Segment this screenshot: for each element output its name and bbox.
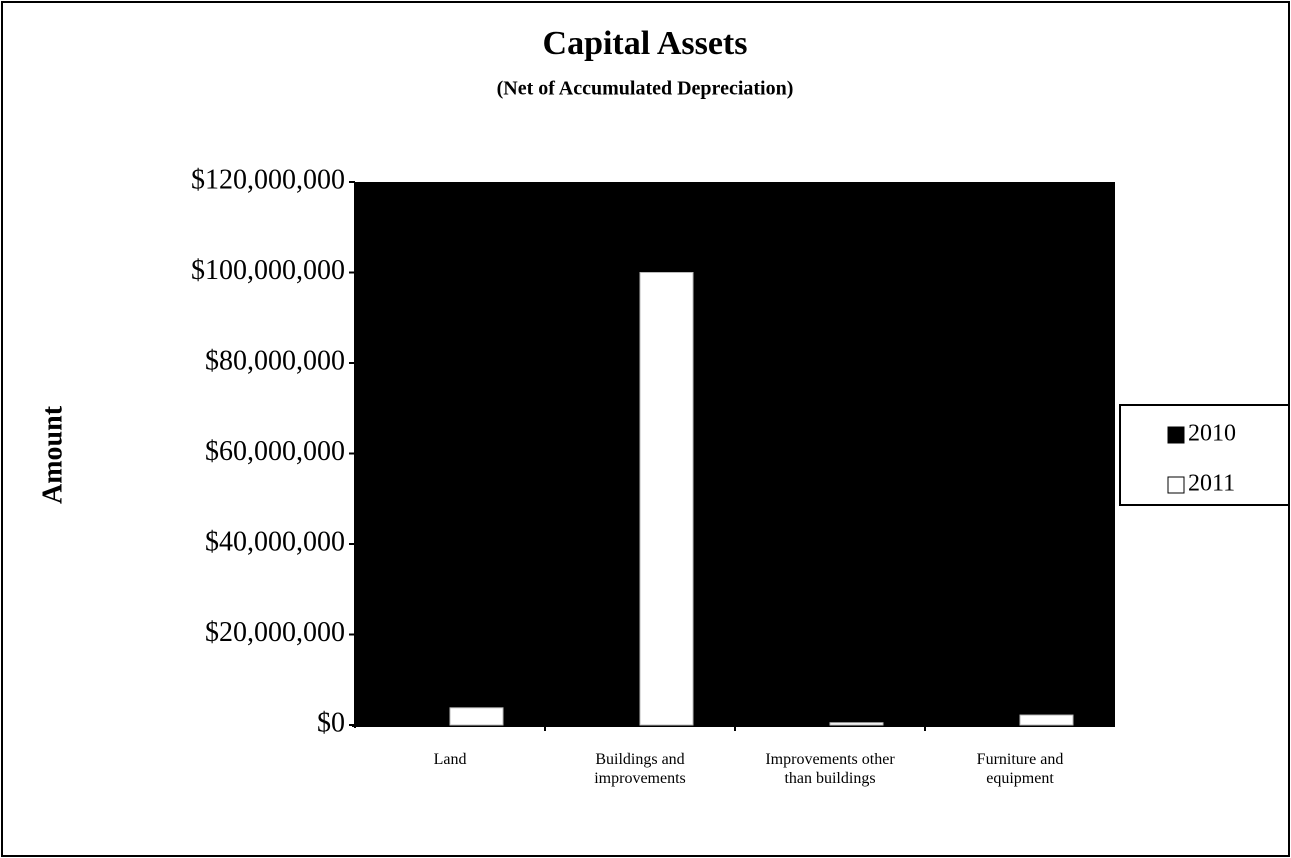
x-tick-label: Land — [433, 751, 467, 768]
chart-title: Capital Assets — [543, 25, 748, 62]
bar — [776, 722, 831, 726]
bar — [639, 272, 694, 726]
x-tick-label: Improvements other than buildings — [765, 751, 895, 787]
bar — [396, 708, 451, 726]
legend-label: 2011 — [1188, 471, 1235, 497]
y-tick-label: $80,000,000 — [205, 345, 345, 376]
bar — [586, 281, 641, 726]
bar — [449, 707, 504, 726]
y-tick-label: $100,000,000 — [191, 255, 345, 286]
bar — [829, 722, 884, 726]
bar — [1019, 714, 1074, 726]
y-tick-label: $20,000,000 — [205, 617, 345, 648]
y-tick-label: $60,000,000 — [205, 436, 345, 467]
legend-swatch — [1167, 426, 1185, 444]
x-tick-label: Furniture and equipment — [976, 751, 1064, 787]
chart-subtitle: (Net of Accumulated Depreciation) — [497, 78, 794, 100]
bar — [966, 713, 1021, 726]
y-tick-label: $120,000,000 — [191, 164, 345, 195]
legend-label: 2010 — [1188, 421, 1236, 447]
legend — [1119, 404, 1290, 506]
x-tick-label: Buildings and improvements — [594, 751, 686, 787]
y-tick-label: $40,000,000 — [205, 526, 345, 557]
legend-swatch — [1167, 476, 1185, 494]
y-axis-label: Amount — [37, 405, 68, 504]
plot-area — [355, 182, 1115, 725]
y-tick-label: $0 — [317, 707, 345, 738]
